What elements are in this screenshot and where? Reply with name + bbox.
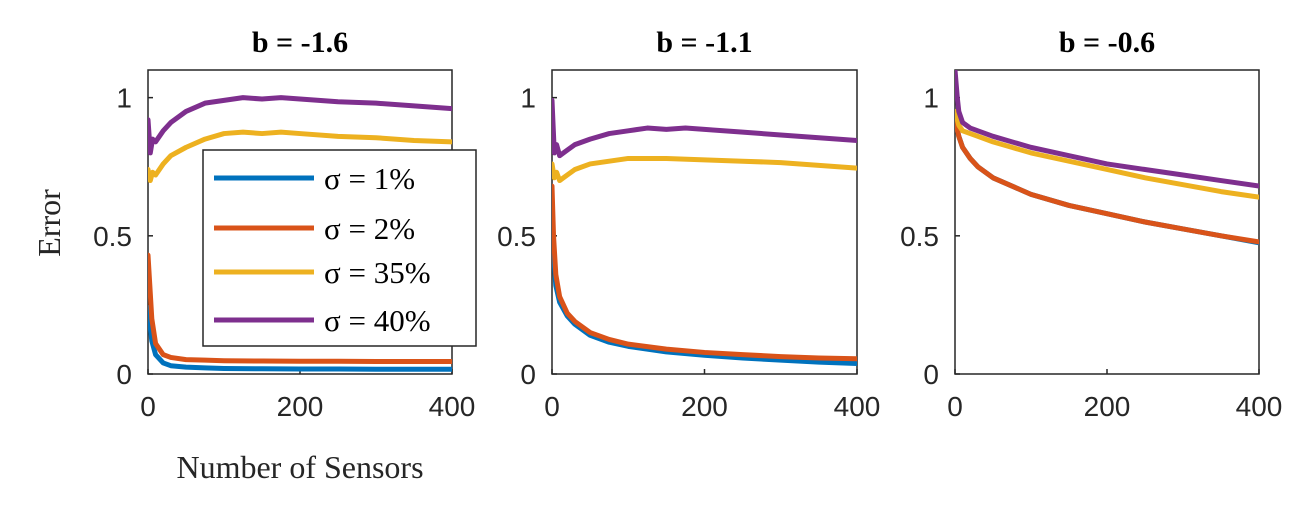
series-line-sigma-40: [148, 95, 452, 156]
series-line-sigma-2: [148, 252, 452, 365]
series-line-sigma-40: [552, 97, 857, 159]
x-tick-label: 200: [681, 391, 728, 422]
x-tick-label: 0: [140, 391, 156, 422]
panel-title: b = -1.1: [656, 26, 752, 59]
series-line-sigma-35: [955, 108, 1259, 200]
x-tick-label: 200: [277, 391, 324, 422]
x-tick-label: 400: [1236, 391, 1283, 422]
y-tick-label: 0: [520, 359, 536, 390]
x-tick-label: 0: [947, 391, 963, 422]
y-tick-label: 1: [923, 83, 939, 114]
x-tick-label: 200: [1084, 391, 1131, 422]
y-tick-label: 0: [923, 359, 939, 390]
x-tick-label: 400: [429, 391, 476, 422]
plot-area: [551, 69, 858, 375]
legend-label-sigma-1: σ = 1%: [324, 161, 415, 196]
y-tick-label: 0: [116, 359, 132, 390]
legend-label-sigma-40: σ = 40%: [324, 303, 431, 338]
x-axis-label: Number of Sensors: [176, 449, 423, 485]
legend: σ = 1% σ = 2% σ = 35% σ = 40%: [202, 149, 477, 347]
x-tick-label: 0: [544, 391, 560, 422]
legend-label-sigma-35: σ = 35%: [324, 255, 431, 290]
y-tick-label: 0.5: [900, 221, 939, 252]
x-tick-label: 400: [834, 391, 881, 422]
series-line-sigma-2: [955, 117, 1259, 245]
series-line-sigma-35: [148, 129, 452, 184]
series-line-sigma-40: [955, 70, 1259, 189]
y-axis-label: Error: [31, 189, 67, 257]
y-tick-label: 1: [520, 83, 536, 114]
series-line-sigma-35: [552, 155, 857, 184]
y-tick-label: 0.5: [497, 221, 536, 252]
plot-area: [954, 69, 1260, 375]
series-line-sigma-2: [552, 183, 857, 362]
legend-label-sigma-2: σ = 2%: [324, 211, 415, 246]
panel-b-minus-1-1: b = -1.1 0 200 400 0 0.5 1: [497, 26, 880, 422]
series-line-sigma-1: [148, 305, 452, 372]
panel-title: b = -1.6: [252, 26, 348, 59]
y-tick-label: 0.5: [93, 221, 132, 252]
panel-b-minus-0-6: b = -0.6 0 200 400 0 0.5 1: [900, 26, 1282, 422]
legend-box: [202, 149, 477, 347]
y-tick-label: 1: [116, 83, 132, 114]
panel-title: b = -0.6: [1059, 26, 1155, 59]
